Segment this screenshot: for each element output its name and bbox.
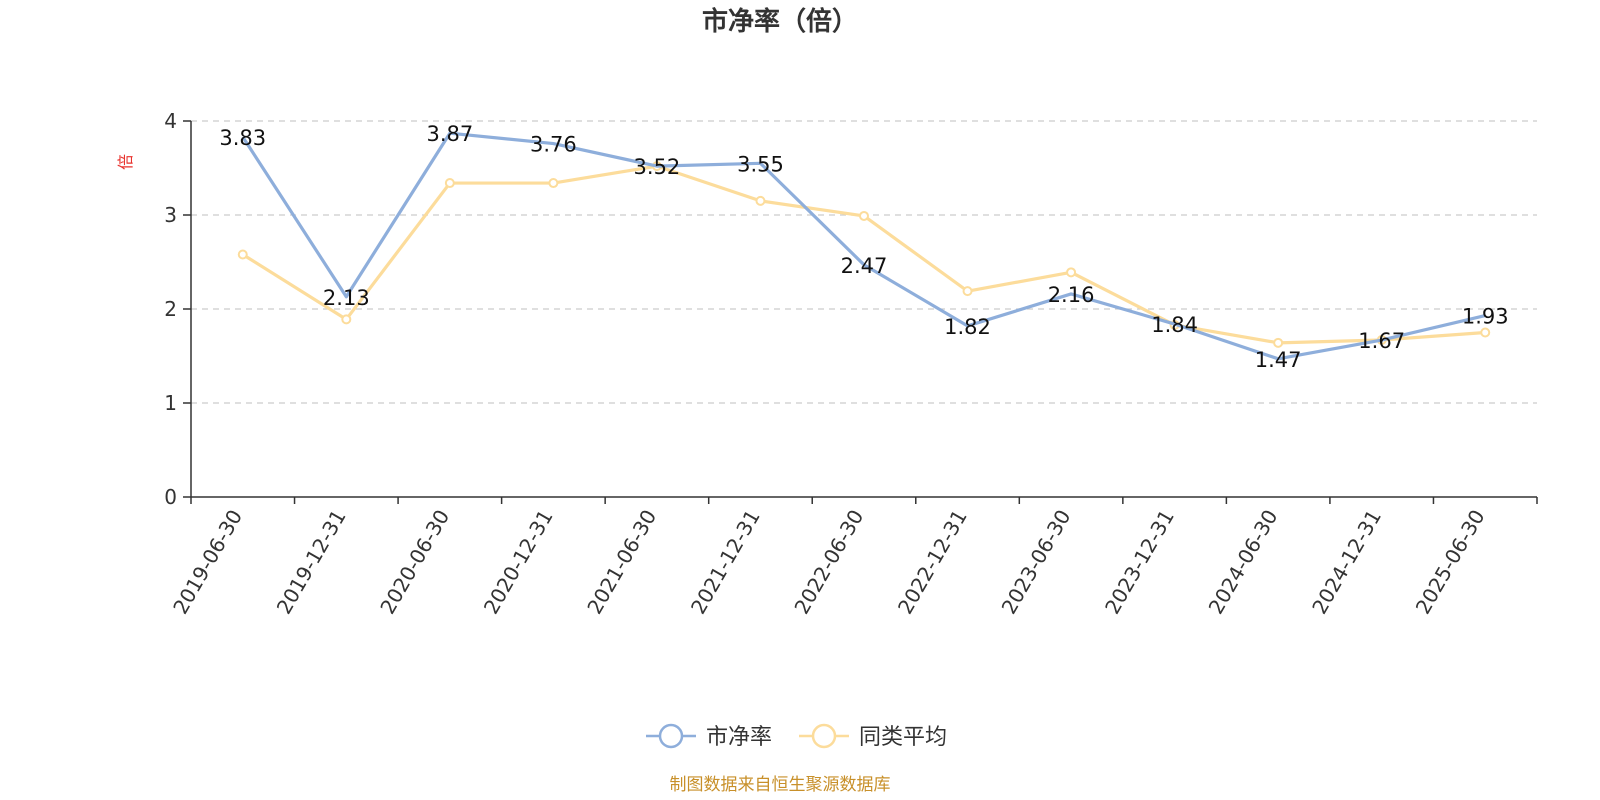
x-tick-label: 2025-06-30 [1411, 506, 1490, 619]
x-tick-label: 2022-12-31 [893, 506, 972, 619]
legend-item-1[interactable]: 同类平均 [799, 723, 947, 750]
x-tick-label: 2024-12-31 [1307, 506, 1386, 619]
legend[interactable]: 市净率 同类平均 [646, 723, 947, 750]
data-label: 1.47 [1255, 348, 1302, 372]
source-note: 制图数据来自恒生聚源数据库 [670, 775, 891, 795]
y-tick-label: 0 [164, 485, 177, 509]
legend-swatch-marker [811, 723, 837, 749]
series-point [1273, 337, 1284, 348]
legend-label: 市净率 [706, 725, 772, 750]
series-point [1480, 327, 1491, 338]
data-label: 2.47 [841, 254, 888, 278]
data-label: 2.13 [323, 286, 370, 310]
data-label: 1.84 [1151, 313, 1198, 337]
series-point [859, 210, 869, 221]
data-label: 3.87 [426, 122, 473, 146]
series-point [755, 195, 766, 206]
x-tick-label: 2023-06-30 [997, 506, 1076, 619]
chart-title: 市净率（倍） [702, 6, 858, 37]
x-tick-label: 2019-06-30 [168, 506, 247, 619]
data-label: 2.16 [1048, 283, 1095, 307]
series-point [341, 314, 352, 325]
x-tick-label: 2020-06-30 [375, 506, 454, 619]
data-label: 3.55 [737, 152, 784, 176]
data-label: 3.52 [634, 155, 681, 179]
series-point [237, 249, 248, 260]
x-tick-label: 2020-12-31 [479, 506, 558, 619]
legend-label: 同类平均 [859, 725, 947, 750]
data-label: 1.82 [944, 315, 991, 339]
data-label: 1.67 [1358, 329, 1405, 353]
data-labels: 3.83 2.13 3.87 3.76 3.52 3.55 2.47 1.82 2.16 1.84… [219, 122, 1508, 372]
x-tick-label: 2019-12-31 [272, 506, 351, 619]
data-label: 3.83 [219, 126, 266, 150]
y-tick-label: 2 [164, 297, 177, 321]
x-tick-label: 2023-12-31 [1100, 506, 1179, 619]
series-line-0 [241, 131, 1486, 361]
x-tick-label: 2021-12-31 [686, 506, 765, 619]
y-axis-label: 倍 [116, 154, 135, 170]
data-label: 3.76 [530, 133, 577, 157]
x-tick-label: 2024-06-30 [1204, 506, 1283, 619]
y-tick-label: 4 [164, 109, 177, 133]
series-point [962, 286, 973, 297]
legend-item-0[interactable]: 市净率 [646, 723, 772, 750]
series-point [1066, 267, 1077, 278]
legend-swatch-marker [658, 723, 684, 749]
series-point [444, 178, 455, 189]
series-point [548, 178, 559, 189]
axes: 0 1 2 3 4 2019-06-30 2019-12-31 2020-06-30 2020-… [164, 109, 1538, 619]
y-tick-label: 1 [164, 391, 177, 415]
data-label: 1.93 [1462, 305, 1509, 329]
x-tick-label: 2021-06-30 [582, 506, 661, 619]
series-layer [237, 131, 1491, 361]
x-tick-label: 2022-06-30 [789, 506, 868, 619]
y-tick-label: 3 [164, 203, 177, 227]
